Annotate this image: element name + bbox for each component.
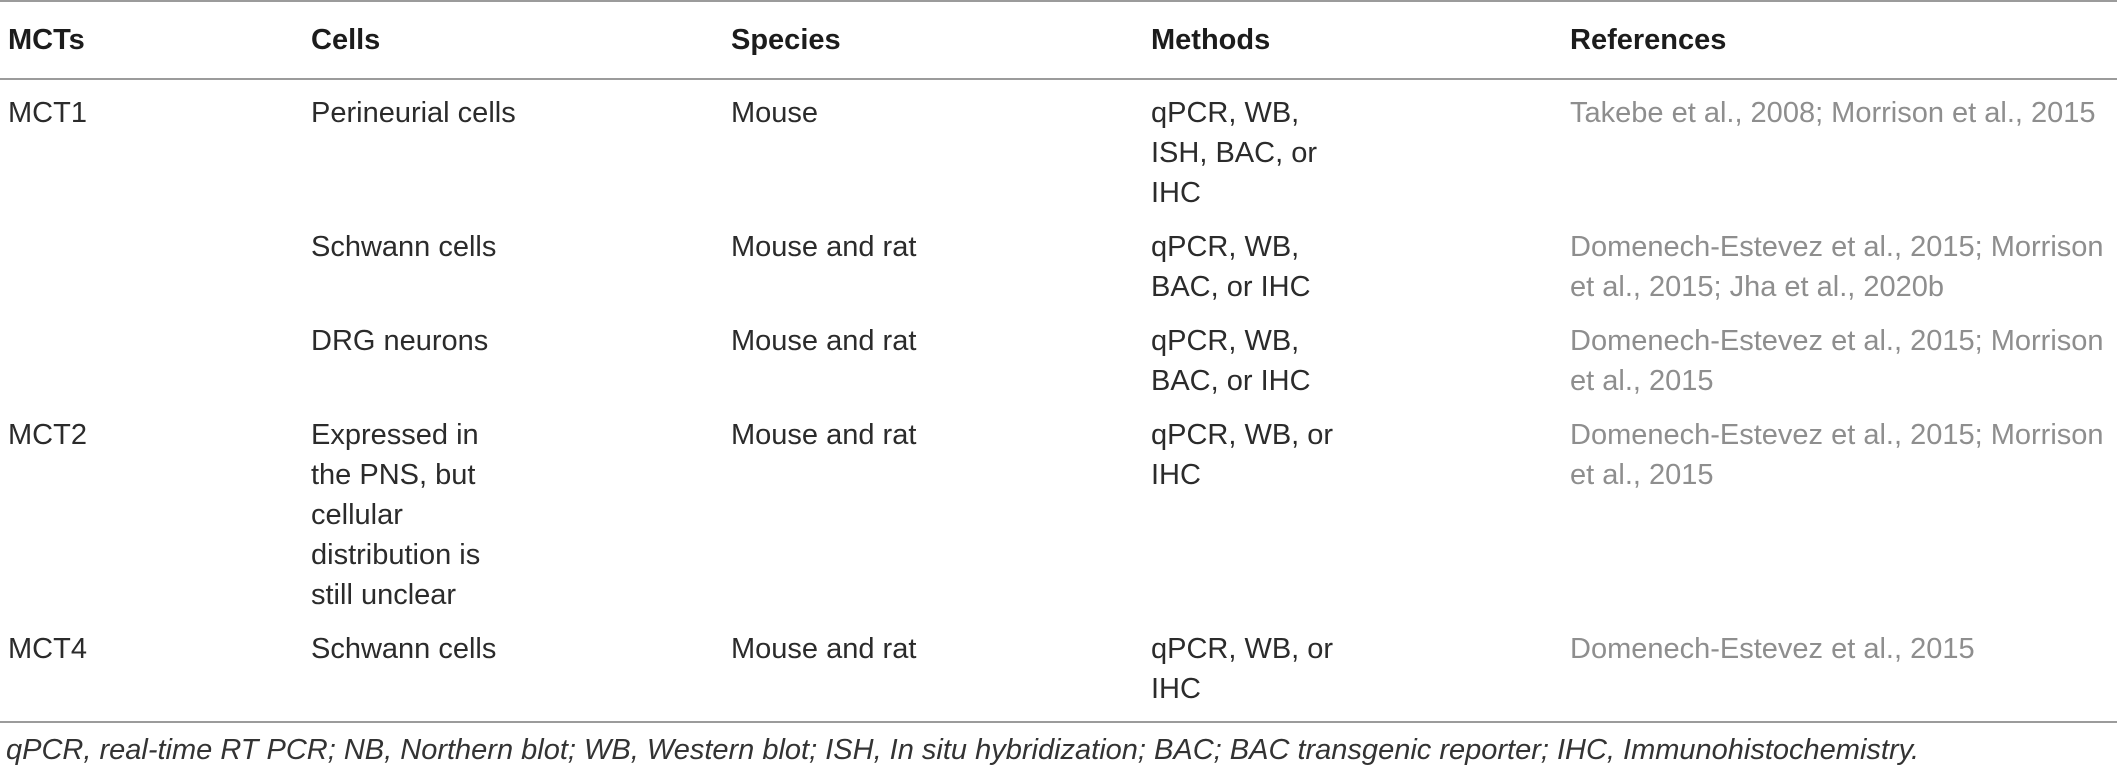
mct-expression-table: MCTs Cells Species Methods References MC…	[0, 1, 2117, 722]
table-header-row: MCTs Cells Species Methods References	[0, 1, 2117, 79]
cell-species: Mouse and rat	[731, 419, 917, 451]
cell-references: Domenech-Estevez et al., 2015; Morrison …	[1570, 419, 2104, 491]
cell-cells: Schwann cells	[311, 231, 497, 263]
cell-mct	[0, 220, 303, 314]
cell-mct: MCT1	[8, 97, 87, 129]
cell-cells: Schwann cells	[311, 633, 497, 665]
cell-references: Domenech-Estevez et al., 2015; Morrison …	[1570, 231, 2104, 303]
table-row: MCT2 Expressed in the PNS, but cellular …	[0, 408, 2117, 622]
cell-cells: DRG neurons	[311, 325, 489, 357]
cell-methods: qPCR, WB, BAC, or IHC	[1143, 314, 1562, 408]
header-methods: Methods	[1151, 24, 1271, 56]
cell-mct: MCT4	[8, 633, 87, 665]
table-row: MCT4 Schwann cells Mouse and rat qPCR, W…	[0, 622, 2117, 722]
cell-species: Mouse and rat	[731, 633, 917, 665]
table-row: MCT1 Perineurial cells Mouse qPCR, WB, I…	[0, 79, 2117, 220]
cells-text: Expressed in the PNS, but cellular distr…	[311, 419, 481, 611]
cell-species: Mouse and rat	[731, 231, 917, 263]
header-references: References	[1570, 24, 1727, 56]
methods-text: qPCR, WB, or IHC	[1151, 633, 1334, 705]
header-mcts: MCTs	[8, 24, 85, 56]
cell-methods: qPCR, WB, BAC, or IHC	[1143, 220, 1562, 314]
methods-text: qPCR, WB, or IHC	[1151, 419, 1334, 491]
header-cells: Cells	[311, 24, 381, 56]
cell-species: Mouse and rat	[731, 325, 917, 357]
cell-cells: Perineurial cells	[311, 97, 516, 129]
cell-references: Domenech-Estevez et al., 2015	[1570, 633, 1975, 665]
table-footnote: qPCR, real-time RT PCR; NB, Northern blo…	[6, 734, 1920, 766]
cell-methods: qPCR, WB, or IHC	[1143, 408, 1562, 622]
cell-species: Mouse	[731, 97, 819, 129]
methods-text: qPCR, WB, BAC, or IHC	[1151, 231, 1311, 303]
cell-mct	[0, 314, 303, 408]
cell-mct: MCT2	[8, 419, 87, 451]
methods-text: qPCR, WB, BAC, or IHC	[1151, 325, 1311, 397]
header-species: Species	[731, 24, 841, 56]
cell-references: Takebe et al., 2008; Morrison et al., 20…	[1570, 97, 2096, 129]
cell-cells: Expressed in the PNS, but cellular distr…	[303, 408, 723, 622]
table-row: Schwann cells Mouse and rat qPCR, WB, BA…	[0, 220, 2117, 314]
methods-text: qPCR, WB, ISH, BAC, or IHC	[1151, 97, 1317, 209]
cell-references: Domenech-Estevez et al., 2015; Morrison …	[1570, 325, 2104, 397]
cell-methods: qPCR, WB, or IHC	[1143, 622, 1562, 722]
table-row: DRG neurons Mouse and rat qPCR, WB, BAC,…	[0, 314, 2117, 408]
cell-methods: qPCR, WB, ISH, BAC, or IHC	[1143, 79, 1562, 220]
